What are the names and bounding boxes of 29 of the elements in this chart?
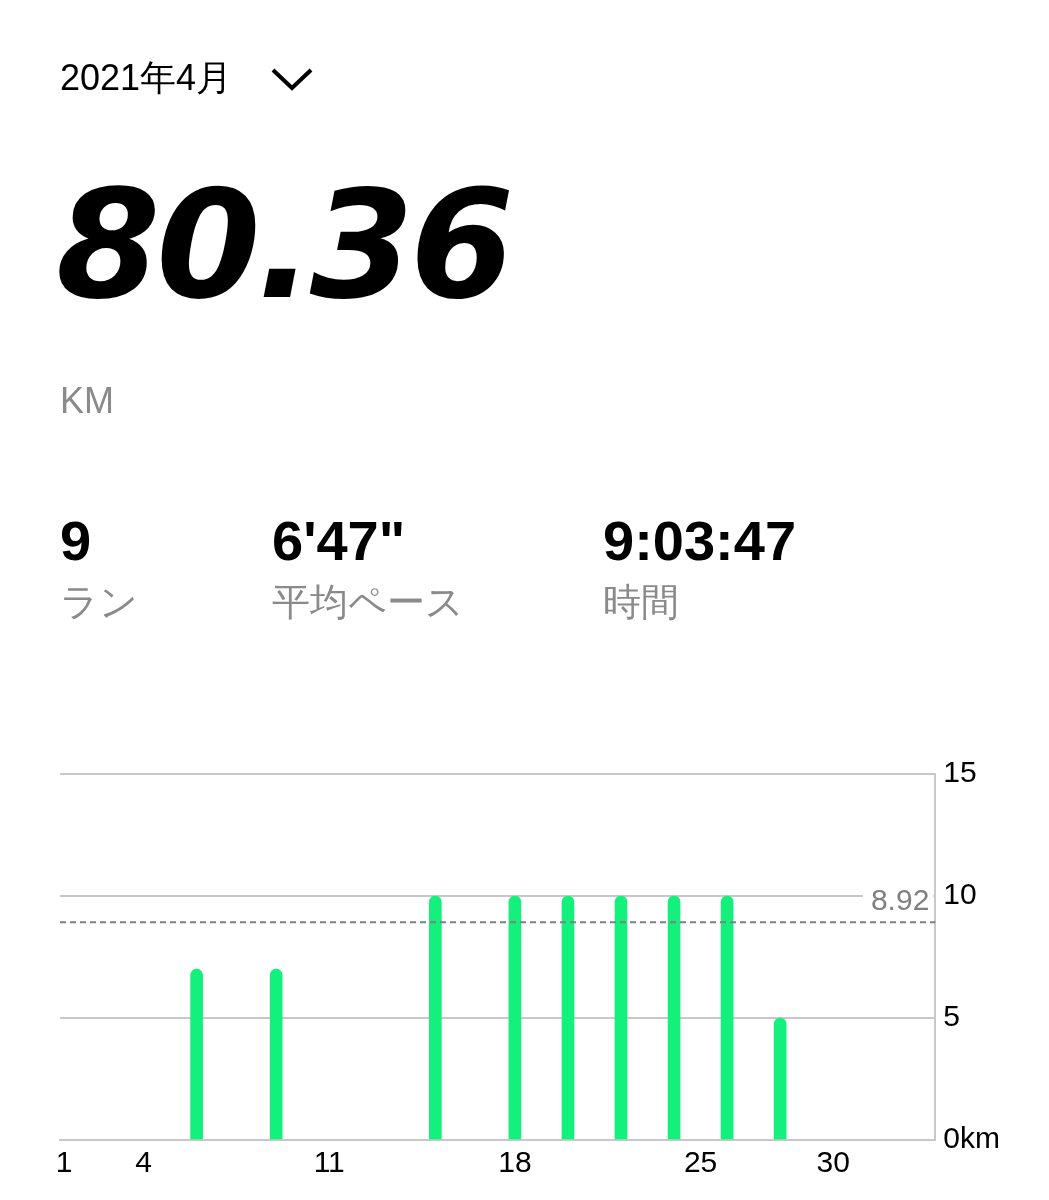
x-tick-label: 4 bbox=[135, 1145, 152, 1179]
x-tick-label: 18 bbox=[498, 1145, 532, 1179]
text: ラン bbox=[60, 580, 138, 625]
text: 9 bbox=[60, 508, 93, 573]
text: KM bbox=[60, 380, 114, 422]
text: 6'47" bbox=[272, 508, 407, 573]
text: 時間 bbox=[603, 580, 680, 625]
bar bbox=[720, 895, 734, 1140]
y-tick-label: 15 bbox=[943, 755, 977, 789]
bar bbox=[614, 895, 628, 1140]
bar bbox=[667, 895, 681, 1140]
bar bbox=[561, 895, 575, 1140]
y-tick-label: 5 bbox=[943, 999, 961, 1033]
x-tick-label: 30 bbox=[816, 1145, 850, 1179]
bar bbox=[508, 895, 522, 1140]
bar bbox=[773, 1017, 787, 1140]
text: 9:03:47 bbox=[603, 508, 797, 573]
y-tick-label: 10 bbox=[943, 877, 977, 911]
x-tick-label: 25 bbox=[683, 1145, 718, 1179]
bar bbox=[429, 895, 442, 1140]
bar bbox=[190, 968, 203, 1140]
text: 80.36 bbox=[56, 158, 511, 332]
ref-line-label: 8.92 bbox=[870, 882, 930, 916]
text: 平均ペース bbox=[272, 580, 464, 625]
chart-title: 2021年4月 bbox=[60, 56, 233, 100]
x-tick-label: 1 bbox=[55, 1145, 73, 1179]
x-tick-label: 11 bbox=[313, 1145, 345, 1179]
y-tick-label: 0km bbox=[943, 1121, 1001, 1155]
bar bbox=[269, 968, 283, 1140]
